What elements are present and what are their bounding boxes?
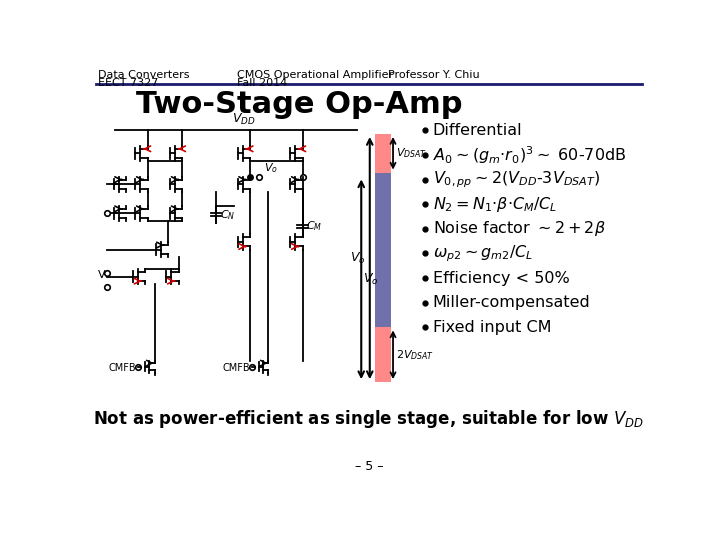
Text: $V_o$: $V_o$	[264, 161, 278, 175]
Text: $N_2 = N_1{\cdot}\beta{\cdot}C_M/C_L$: $N_2 = N_1{\cdot}\beta{\cdot}C_M/C_L$	[433, 195, 557, 214]
Text: $V_o$: $V_o$	[363, 272, 378, 287]
Text: $V_{0,pp} \sim 2(V_{DD}$-$3V_{DSAT})$: $V_{0,pp} \sim 2(V_{DD}$-$3V_{DSAT})$	[433, 169, 600, 190]
Text: CMFB: CMFB	[222, 363, 251, 373]
Text: Efficiency < 50%: Efficiency < 50%	[433, 271, 570, 286]
Text: $2V_{DSAT}$: $2V_{DSAT}$	[396, 348, 434, 362]
Text: Miller-compensated: Miller-compensated	[433, 295, 590, 310]
Text: CMFB: CMFB	[109, 363, 137, 373]
Text: V: V	[98, 270, 106, 280]
Text: – 5 –: – 5 –	[355, 460, 383, 473]
Text: Data Converters: Data Converters	[98, 70, 189, 80]
Text: Fixed input CM: Fixed input CM	[433, 320, 551, 335]
Text: $V_{DSAT}$: $V_{DSAT}$	[396, 146, 427, 160]
Text: CMOS Operational Amplifier: CMOS Operational Amplifier	[238, 70, 393, 80]
Text: $\omega_{p2} \sim g_{m2}/C_L$: $\omega_{p2} \sim g_{m2}/C_L$	[433, 243, 533, 264]
Text: $V_o$: $V_o$	[351, 251, 366, 266]
Bar	[375, 134, 391, 173]
Text: $C_N$: $C_N$	[220, 208, 235, 222]
Text: $V_{DD}$: $V_{DD}$	[232, 112, 256, 127]
Text: Differential: Differential	[433, 123, 522, 138]
Text: Two-Stage Op-Amp: Two-Stage Op-Amp	[136, 90, 462, 119]
Text: EECT 7327: EECT 7327	[98, 78, 158, 88]
Text: Fall 2014: Fall 2014	[238, 78, 287, 88]
Text: Noise factor $\sim 2+2\beta$: Noise factor $\sim 2+2\beta$	[433, 219, 606, 238]
Bar	[375, 327, 391, 382]
Text: $A_0 \sim (g_m{\cdot}r_0)^3 \sim$ 60-70dB: $A_0 \sim (g_m{\cdot}r_0)^3 \sim$ 60-70d…	[433, 144, 626, 166]
Text: Not as power-efficient as single stage, suitable for low $V_{DD}$: Not as power-efficient as single stage, …	[94, 408, 644, 430]
Text: Professor Y. Chiu: Professor Y. Chiu	[388, 70, 480, 80]
Text: $C_M$: $C_M$	[307, 220, 323, 233]
Bar	[375, 173, 391, 327]
